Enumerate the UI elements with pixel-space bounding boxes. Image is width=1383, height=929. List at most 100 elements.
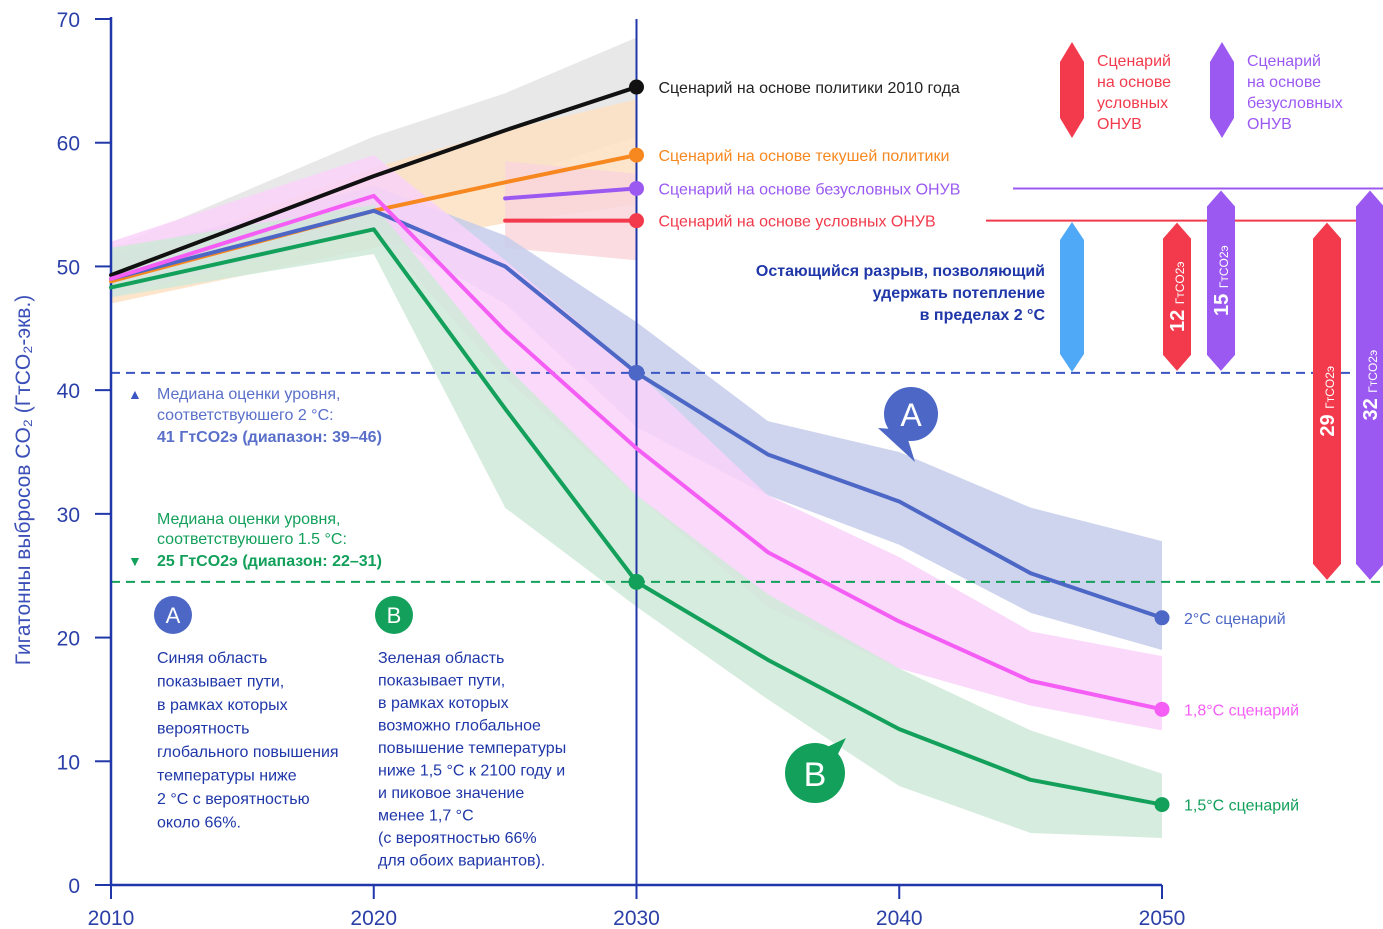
series-label: 2°C сценарий: [1184, 611, 1286, 628]
series-end-marker: [1154, 610, 1170, 626]
legend-unconditional-line: на основе: [1247, 74, 1321, 91]
series-end-marker: [629, 147, 644, 163]
callout-line: повышение температуры: [378, 740, 566, 757]
series-line: [503, 186, 639, 201]
series-end-marker: [629, 79, 644, 95]
callout-line: для обоих вариантов).: [378, 853, 545, 870]
gap-arrow: [1163, 222, 1191, 371]
y-tick-label: 50: [57, 256, 80, 279]
y-tick-label: 20: [57, 628, 80, 651]
threshold-lines: [111, 371, 1383, 583]
median-15c-line: соответствуюшего 1.5 °C:: [157, 531, 347, 548]
series-line: [109, 227, 1164, 807]
gap-value: 15 ГтCO2э: [1211, 245, 1233, 316]
callout-line: в рамках которых: [378, 695, 509, 712]
series-label: Сценарий на основе политики 2010 года: [659, 80, 960, 97]
series-markers: [628, 79, 1170, 813]
series-line: [109, 193, 1164, 712]
y-tick-label: 30: [57, 504, 80, 527]
remaining-gap-line: в пределах 2 °C: [920, 307, 1046, 324]
callout-line: возможно глобальное: [378, 718, 541, 735]
callout-b-text: Зеленая область показывает пути, в рамках …: [378, 650, 566, 870]
x-tick-label: 2010: [88, 907, 135, 929]
series-label: Сценарий на основе безусловных ОНУВ: [659, 181, 961, 198]
triangle-down-icon: ▼: [128, 553, 142, 569]
callout-line: глобального повышения: [157, 744, 339, 761]
median-15c-annotation: Медиана оценки уровня, соответствуюшего …: [128, 511, 382, 570]
bubble-a-letter: A: [900, 397, 922, 433]
gap-value: 29 ГтCO2э: [1317, 366, 1339, 437]
callout-a-badge-letter: A: [166, 603, 181, 628]
x-tick-label: 2050: [1139, 907, 1186, 929]
legend-conditional-line: на основе: [1097, 74, 1171, 91]
series-line: [109, 85, 639, 278]
callout-line: ниже 1,5 °C к 2100 году и: [378, 763, 565, 780]
bubble-a: A: [878, 387, 938, 462]
legend-conditional-arrow: [1060, 42, 1084, 138]
legend-conditional-line: условных: [1097, 95, 1168, 112]
bubble-b-letter: B: [804, 756, 827, 794]
series-label: 1,8°C сценарий: [1184, 702, 1299, 719]
remaining-gap-line: Остающийся разрыв, позволяющий: [756, 263, 1045, 280]
callout-line: 2 °C с вероятностью: [157, 791, 310, 808]
legend-conditional-line: ОНУВ: [1097, 116, 1142, 133]
median-15c-value: 25 ГтCO2э (диапазон: 22–31): [157, 553, 382, 570]
uncertainty-band: [505, 161, 637, 261]
gap-value: 12 ГтCO2э: [1167, 261, 1189, 332]
y-tick-label: 60: [57, 133, 80, 156]
callout-line: менее 1,7 °C: [378, 808, 474, 825]
callout-line: и пиковое значение: [378, 785, 524, 802]
callout-line: температуры ниже: [157, 768, 297, 785]
median-2c-line: соответствуюшего 2 °C:: [157, 407, 334, 424]
year-2030-marker: [628, 573, 645, 590]
remaining-gap-line: удержать потепление: [873, 285, 1045, 302]
series-label: Сценарий на основе условных ОНУВ: [659, 214, 936, 231]
legend-unconditional-text: Сценарий на основе безусловных ОНУВ: [1247, 53, 1343, 133]
gap-arrow: [1207, 190, 1235, 371]
triangle-up-icon: ▲: [128, 386, 142, 402]
remaining-gap-text: Остающийся разрыв, позволяющий удержать …: [756, 263, 1046, 324]
median-2c-line: Медиана оценки уровня,: [157, 386, 340, 403]
series-lines: [109, 85, 1383, 807]
median-15c-line: Медиана оценки уровня,: [157, 511, 340, 528]
gap-value: 32 ГтCO2э: [1360, 350, 1382, 421]
y-tick-label: 10: [57, 751, 80, 774]
callout-line: Зеленая область: [378, 650, 504, 667]
series-labels: Сценарий на основе политики 2010 года Сце…: [659, 80, 1300, 815]
legend-conditional-line: Сценарий: [1097, 53, 1171, 70]
callout-a-text: Синяя область показывает пути, в рамках ко…: [157, 650, 339, 832]
y-tick-label: 70: [57, 9, 80, 32]
callout-a-badge: [154, 596, 192, 634]
bubble-b: B: [785, 738, 846, 803]
series-end-marker: [629, 213, 644, 229]
callout-line: показывает пути,: [157, 674, 284, 691]
year-2030-marker: [628, 364, 645, 381]
callout-b-badge: [375, 596, 413, 634]
median-2c-annotation: ▲ Медиана оценки уровня, соответствуюшег…: [128, 386, 382, 446]
y-tick-label: 0: [68, 875, 80, 898]
legend-unconditional-line: безусловных: [1247, 95, 1343, 112]
legend-unconditional-line: ОНУВ: [1247, 116, 1292, 133]
series-end-marker: [1154, 701, 1170, 717]
x-tick-label: 2040: [876, 907, 923, 929]
series-label: Сценарий на основе текушей политики: [659, 148, 950, 165]
legend-unconditional-arrow: [1210, 42, 1234, 138]
x-tick-label: 2030: [613, 907, 660, 929]
gap-arrow: [1356, 190, 1383, 580]
callout-line: в рамках которых: [157, 697, 288, 714]
series-end-marker: [629, 180, 644, 196]
callout-line: показывает пути,: [378, 673, 505, 690]
x-tick-label: 2020: [350, 907, 397, 929]
series-label: 1,5°C сценарий: [1184, 798, 1299, 815]
callout-line: около 66%.: [157, 815, 241, 832]
legend-unconditional-line: Сценарий: [1247, 53, 1321, 70]
gap-arrow: [1313, 222, 1341, 580]
callout-line: Синяя область: [157, 650, 267, 667]
callout-line: вероятность: [157, 721, 249, 738]
median-2c-value: 41 ГтCO2э (диапазон: 39–46): [157, 429, 382, 446]
legend-conditional-text: Сценарий на основе условных ОНУВ: [1097, 53, 1171, 133]
remaining-gap-arrow: [1060, 222, 1084, 372]
gap-arrows: 12 ГтCO2э 15 ГтCO2э 29 ГтCO2э 32 ГтCO2э: [1163, 190, 1383, 580]
